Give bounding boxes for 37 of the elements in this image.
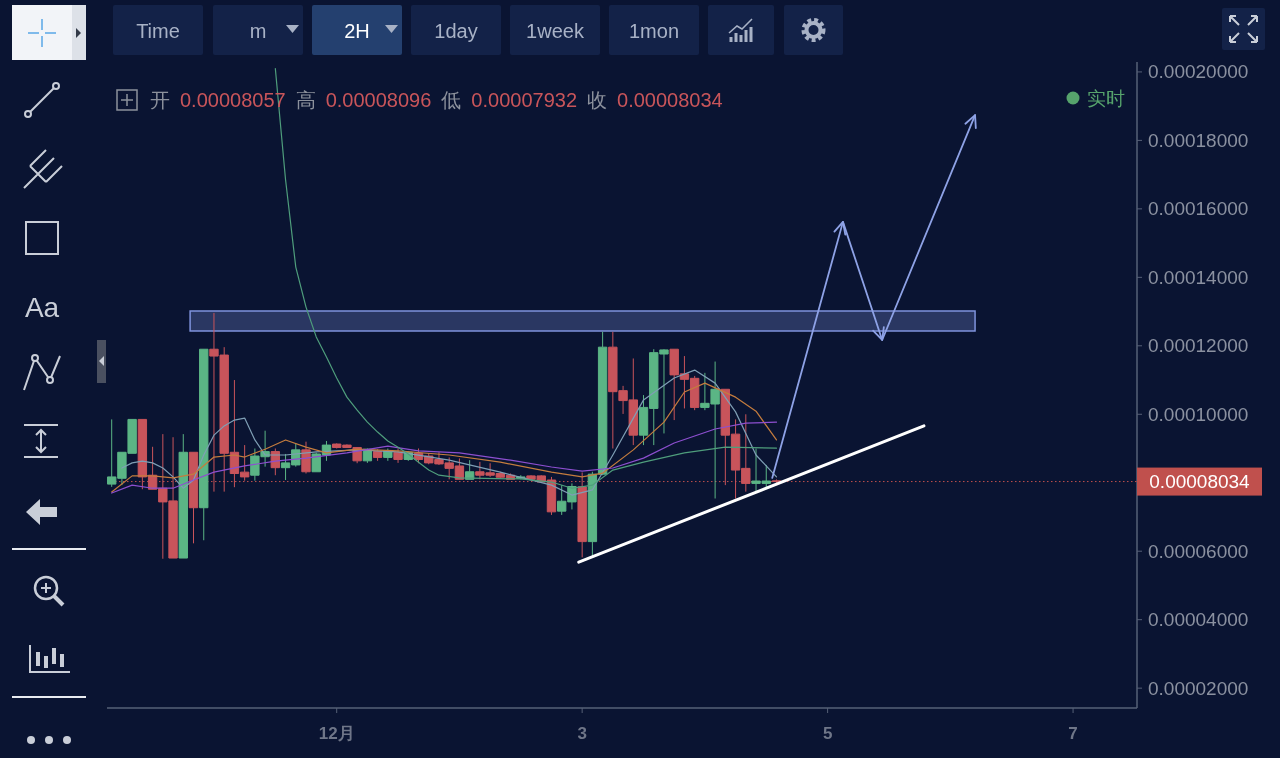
annotation: 高 — [295, 89, 316, 111]
annotation: 0.00008034 — [617, 89, 723, 111]
y-tick-label: 0.00004000 — [1148, 609, 1249, 631]
annotation: 0.00007932 — [471, 89, 578, 111]
candlestick — [188, 451, 199, 544]
candlestick — [393, 448, 403, 464]
ref-line-label: 0.00008034 — [1149, 471, 1251, 493]
y-tick-label: 0.00012000 — [1148, 335, 1249, 357]
y-tick-label: 0.00014000 — [1148, 266, 1249, 288]
x-tick-label: 12月 — [318, 723, 355, 743]
text: 2H — [344, 20, 370, 42]
y-tick-label: 0.00020000 — [1148, 61, 1249, 83]
annotation: 0.00008096 — [325, 89, 432, 111]
x-tick-label: 3 — [577, 723, 587, 743]
candlestick — [199, 348, 209, 541]
annotation: 实时 — [1087, 87, 1125, 109]
y-tick-label: 0.00010000 — [1148, 403, 1249, 425]
y-tick-label: 0.00018000 — [1148, 129, 1249, 151]
candlestick — [178, 433, 188, 559]
x-tick-label: 5 — [822, 723, 833, 743]
text: Time — [136, 20, 180, 42]
y-tick-label: 0.00006000 — [1148, 540, 1249, 562]
text: m — [249, 20, 267, 42]
text: 1mon — [628, 20, 680, 42]
candlestick — [597, 331, 608, 476]
candlestick — [577, 471, 587, 558]
y-tick-label: 0.00002000 — [1148, 677, 1249, 699]
candlestick — [587, 471, 598, 558]
x-tick-label: 7 — [1068, 723, 1078, 743]
annotation: 收 — [587, 89, 608, 111]
text: 1day — [434, 20, 478, 42]
annotation: 开 — [150, 89, 170, 111]
annotation: 0.00008057 — [180, 89, 286, 111]
y-tick-label: 0.00016000 — [1148, 198, 1249, 220]
text: 1week — [526, 20, 585, 42]
text: Aa — [24, 291, 60, 323]
annotation: 低 — [441, 89, 462, 111]
